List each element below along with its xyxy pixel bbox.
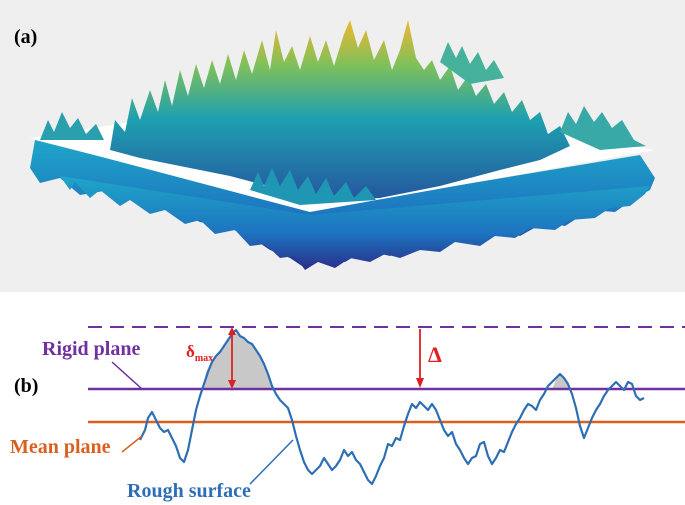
delta-max-subscript: max [195,353,213,364]
surface-edge-ridge-back [440,42,504,84]
contact-region-1 [203,332,272,389]
mean-plane-label: Mean plane [10,436,111,458]
3d-rough-surface-icon [30,20,655,270]
rough-surface-label: Rough surface [127,480,251,502]
rough-surface-profile [139,328,645,486]
panel-b-label: (b) [14,375,38,397]
delta-max-label: δmax [186,342,213,364]
surface-front-tufts [250,168,376,205]
rough-surface-leader [249,439,294,485]
delta-label: Δ [428,342,442,367]
delta-arrow [416,329,424,388]
contact-region-2 [552,374,570,389]
delta-max-symbol: δ [186,342,195,361]
panel-a-label: (a) [14,26,37,48]
mean-plane-leader [121,435,143,453]
surface-edge-ridge-right [560,106,646,150]
rigid-plane-label: Rigid plane [42,338,140,360]
rigid-plane-leader [111,361,143,390]
surface-peaks [110,20,570,200]
surface-edge-ridge-left [40,112,104,140]
delta-max-arrow [228,327,236,389]
surface-underside-jag [60,176,650,270]
